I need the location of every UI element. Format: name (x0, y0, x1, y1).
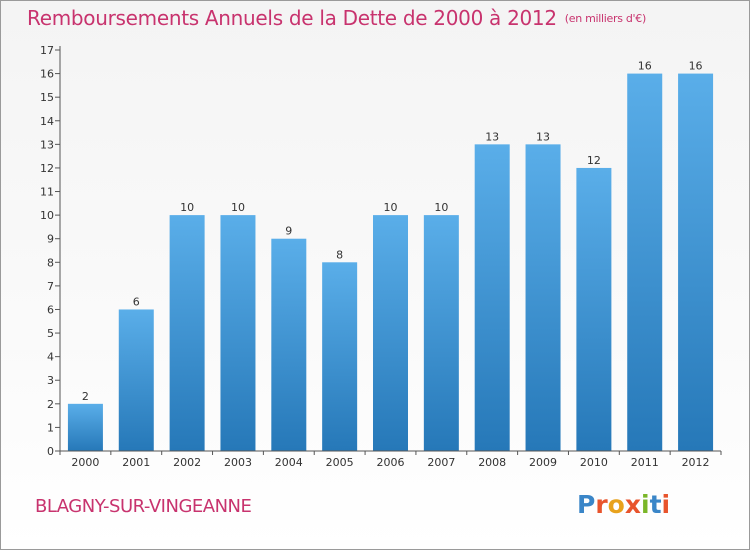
x-tick-label: 2008 (478, 456, 506, 469)
y-tick-label: 15 (40, 91, 54, 104)
bar-value-label: 2 (82, 390, 89, 403)
y-tick-label: 3 (47, 374, 54, 387)
y-tick-label: 12 (40, 162, 54, 175)
y-tick-label: 14 (40, 115, 54, 128)
logo-letter: x (624, 490, 641, 519)
logo-letter: i (641, 490, 650, 519)
x-tick-label: 2010 (580, 456, 608, 469)
x-tick-label: 2001 (122, 456, 150, 469)
bar-value-label: 12 (587, 154, 601, 167)
x-tick-label: 2003 (224, 456, 252, 469)
logo-letter: o (607, 490, 625, 519)
y-tick-label: 5 (47, 327, 54, 340)
bar-value-label: 13 (485, 130, 499, 143)
logo-letter: r (595, 490, 608, 519)
bar-value-label: 9 (285, 225, 292, 238)
y-tick-label: 10 (40, 209, 54, 222)
x-tick-label: 2012 (682, 456, 710, 469)
bar-2007 (423, 215, 459, 451)
y-tick-label: 17 (40, 44, 54, 57)
bar-value-label: 10 (231, 201, 245, 214)
logo-letter: i (661, 490, 671, 519)
bar-value-label: 16 (638, 60, 652, 73)
y-tick-label: 2 (47, 398, 54, 411)
bar-2002 (169, 215, 205, 451)
y-tick-label: 4 (47, 351, 54, 364)
y-tick-label: 16 (40, 68, 54, 81)
commune-name: BLAGNY-SUR-VINGEANNE (35, 496, 252, 517)
bar-2004 (271, 238, 307, 451)
y-tick-label: 8 (47, 256, 54, 269)
y-tick-label: 7 (47, 280, 54, 293)
bar-2001 (118, 309, 154, 451)
bars: 2 6 10 10 9 8 10 10 13 13 12 16 16 (67, 60, 714, 452)
chart-title: Remboursements Annuels de la Dette de 20… (27, 6, 646, 30)
y-tick-label: 13 (40, 138, 54, 151)
x-tick-label: 2007 (427, 456, 455, 469)
bar-2011 (627, 73, 663, 452)
x-tick-label: 2009 (529, 456, 557, 469)
bar-2009 (525, 144, 561, 451)
y-tick-label: 6 (47, 303, 54, 316)
y-tick-label: 1 (47, 421, 54, 434)
bar-2006 (373, 215, 408, 451)
bar-value-label: 10 (434, 201, 448, 214)
chart-title-text: Remboursements Annuels de la Dette de 20… (27, 6, 557, 30)
proxiti-logo: Proxiti (577, 490, 670, 519)
chart-unit: (en milliers d'€) (564, 12, 646, 25)
bar-2005 (322, 262, 358, 451)
x-tick-label: 2006 (377, 456, 405, 469)
bar-value-label: 10 (384, 201, 398, 214)
bar-2003 (220, 215, 256, 451)
logo-letter: P (577, 490, 596, 519)
x-axis: 2000 2001 2002 2003 2004 2005 2006 2007 2008 2009… (59, 450, 722, 469)
y-tick-label: 11 (40, 186, 54, 199)
bar-value-label: 10 (180, 201, 194, 214)
x-tick-label: 2011 (631, 456, 659, 469)
bar-value-label: 6 (133, 295, 140, 308)
bar-2000 (67, 403, 103, 451)
x-tick-label: 2004 (275, 456, 303, 469)
x-tick-label: 2000 (71, 456, 99, 469)
x-tick-label: 2002 (173, 456, 201, 469)
bar-value-label: 8 (336, 248, 343, 261)
bar-value-label: 16 (689, 60, 703, 73)
y-tick-label: 0 (47, 445, 54, 458)
bar-value-label: 13 (536, 130, 550, 143)
x-tick-label: 2005 (326, 456, 354, 469)
y-tick-label: 9 (47, 233, 54, 246)
bar-2012 (678, 73, 714, 452)
bar-2010 (576, 167, 612, 452)
logo-letter: t (649, 490, 662, 519)
bar-2008 (474, 144, 510, 451)
